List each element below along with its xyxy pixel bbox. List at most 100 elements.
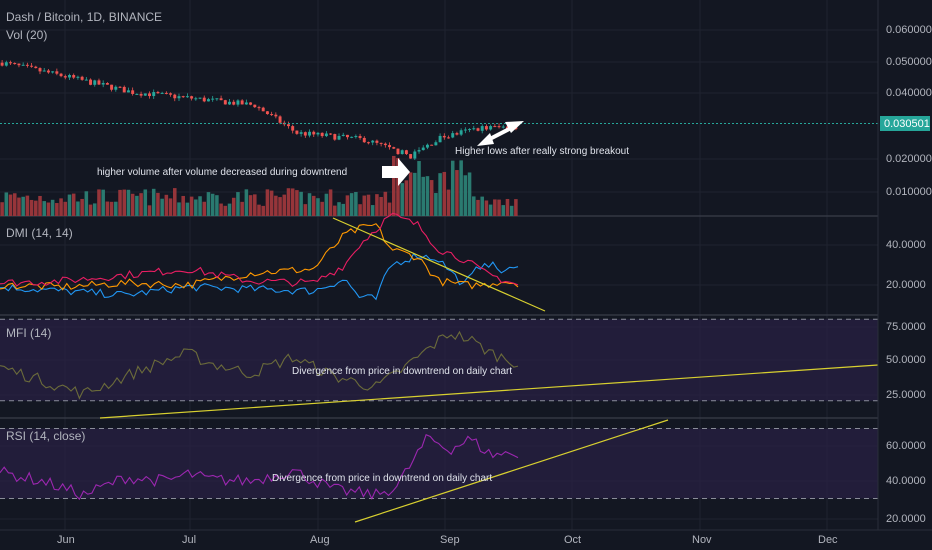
arrow-right-icon: [382, 158, 410, 186]
volume-bar: [76, 201, 80, 216]
volume-bar: [286, 188, 291, 216]
candle-body: [219, 98, 223, 101]
candle-body: [46, 70, 50, 73]
volume-bar: [139, 193, 143, 216]
volume-bar: [253, 194, 257, 216]
x-tick-label: Aug: [310, 534, 330, 546]
candle-body: [185, 96, 189, 98]
candle-body: [375, 140, 379, 143]
y-tick-label: 50.0000: [886, 354, 926, 366]
candle-body: [320, 132, 324, 137]
volume-bar: [274, 195, 278, 216]
price-axis[interactable]: 0.060000 0.050000 0.040000 0.020000 0.01…: [877, 0, 932, 530]
candle-body: [451, 133, 455, 138]
candle-body: [329, 133, 333, 135]
volume-bar: [488, 204, 493, 216]
candle-body: [84, 79, 88, 81]
volume-bar: [497, 199, 501, 216]
rsi-line: [0, 433, 519, 501]
volume-bar: [25, 195, 30, 216]
dmi-pane[interactable]: [0, 212, 519, 301]
volume-bar: [341, 203, 345, 216]
candle-body: [232, 101, 236, 105]
y-tick-label: 40.0000: [886, 239, 926, 251]
candle-body: [13, 63, 17, 65]
volume-bar: [493, 199, 497, 216]
dmi-plus-line: [0, 252, 519, 301]
volume-bar: [261, 205, 265, 216]
candle-body: [430, 144, 434, 146]
volume-bar: [219, 203, 223, 216]
y-tick-label: 0.020000: [886, 153, 932, 165]
candle-body: [72, 75, 76, 78]
candle-body: [236, 100, 240, 105]
volume-bar: [434, 193, 438, 216]
candle-body: [30, 65, 34, 67]
volume-bar: [257, 204, 261, 216]
candle-body: [295, 130, 299, 134]
volume-bar: [324, 193, 329, 216]
volume-bar: [311, 195, 316, 216]
volume-bar: [450, 160, 455, 216]
candle-body: [434, 142, 438, 146]
volume-bar: [269, 190, 274, 216]
y-tick-label: 40.0000: [886, 475, 926, 487]
volume-bar: [164, 194, 169, 216]
candle-body: [350, 136, 354, 138]
candle-body: [0, 62, 4, 66]
candle-body: [413, 151, 417, 159]
volume-bar: [417, 161, 421, 216]
candle-body: [110, 84, 114, 90]
candle-body: [261, 107, 265, 112]
candle-body: [333, 134, 337, 140]
candle-body: [354, 136, 358, 138]
mfi-pane[interactable]: [0, 318, 878, 402]
candle-body: [442, 135, 446, 138]
candle-body: [51, 71, 55, 73]
last-price-badge: [880, 116, 930, 131]
volume-bar: [328, 189, 333, 216]
volume-bar: [84, 191, 89, 216]
candle-body: [392, 147, 396, 149]
candle-body: [63, 76, 67, 78]
volume-bar: [29, 199, 34, 216]
volume-annotation: higher volume after volume decreased dur…: [97, 167, 347, 178]
x-tick-label: Sep: [440, 534, 460, 546]
candle-body: [160, 92, 164, 94]
x-tick-label: Jun: [57, 534, 75, 546]
volume-bar: [0, 202, 4, 216]
volume-bar: [185, 202, 190, 216]
candle-body: [101, 82, 105, 85]
candle-body: [152, 92, 156, 97]
candle-body: [278, 116, 282, 123]
volume-bar: [156, 192, 160, 216]
candle-body: [337, 135, 341, 140]
price-pane[interactable]: [0, 59, 878, 216]
candle-body: [308, 131, 312, 136]
volume-legend: Vol (20): [6, 28, 47, 42]
candle-body: [21, 64, 25, 66]
rsi-pane[interactable]: [0, 428, 878, 501]
candle-body: [89, 79, 93, 85]
candle-body: [367, 142, 370, 144]
volume-bar: [455, 170, 459, 216]
volume-bar: [429, 180, 434, 216]
volume-bar: [307, 193, 312, 216]
volume-bar: [278, 197, 282, 216]
candle-body: [131, 90, 135, 94]
candle-body: [493, 126, 497, 128]
volume-bar: [42, 201, 46, 216]
candle-body: [156, 92, 160, 94]
candle-body: [97, 80, 101, 85]
candle-body: [68, 75, 71, 78]
drawings: [99, 121, 879, 523]
candle-body: [489, 126, 493, 130]
candle-body: [198, 97, 202, 99]
time-axis[interactable]: Jun Jul Aug Sep Oct Nov Dec: [0, 529, 932, 546]
candle-body: [379, 142, 383, 144]
y-tick-label: 0.050000: [886, 56, 932, 68]
candle-body: [9, 62, 13, 64]
y-tick-label: 60.0000: [886, 440, 926, 452]
rsi-legend: RSI (14, close): [6, 429, 85, 443]
